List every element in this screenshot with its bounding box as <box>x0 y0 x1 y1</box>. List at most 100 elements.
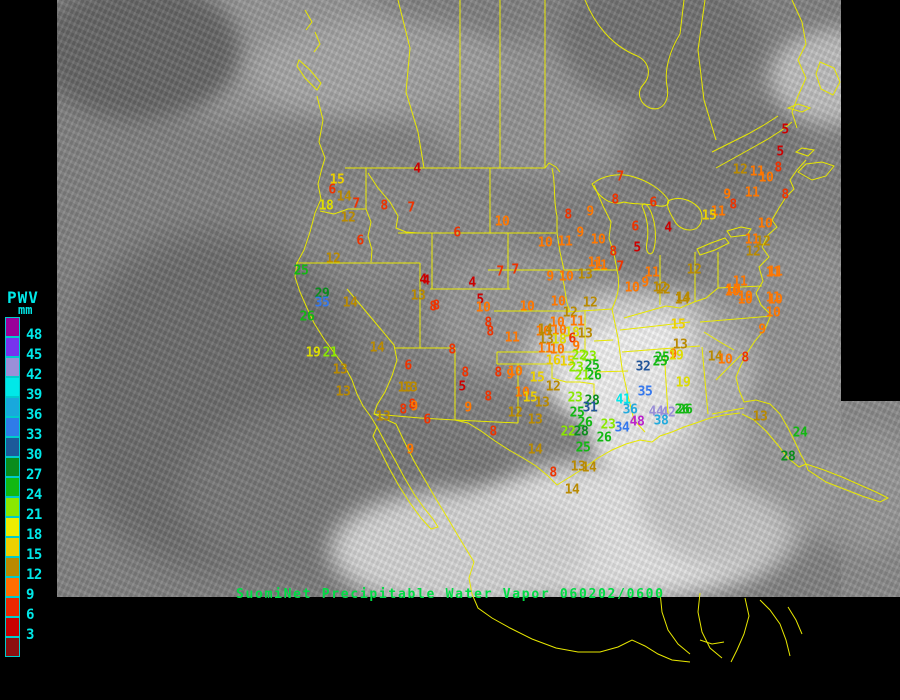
station-pwv-value: 10 <box>519 299 535 315</box>
station-pwv-value: 12 <box>732 162 748 178</box>
station-pwv-value: 11 <box>749 164 765 180</box>
nova-scotia-outline <box>794 147 835 181</box>
station-pwv-value: 12 <box>745 244 761 260</box>
station-pwv-value: 9 <box>576 225 584 241</box>
yucatan-central-america-outline <box>659 591 803 663</box>
legend-row: 24 <box>5 477 55 503</box>
state-border-nd-sd-ne <box>488 232 560 271</box>
station-pwv-value: 25 <box>293 263 309 279</box>
station-pwv-value: 11 <box>710 204 726 220</box>
station-pwv-value: 8 <box>781 187 789 203</box>
station-pwv-value: 4 <box>422 273 430 289</box>
station-pwv-value: 5 <box>633 240 641 256</box>
legend-swatch <box>5 357 20 377</box>
station-pwv-value: 12 <box>507 405 523 421</box>
station-pwv-value: 14 <box>674 292 690 308</box>
station-pwv-value: 14 <box>342 295 358 311</box>
station-pwv-value: 14 <box>581 460 597 476</box>
station-pwv-value: 12 <box>652 280 668 296</box>
legend-value: 48 <box>26 327 42 343</box>
state-border-mt-wy <box>398 232 510 290</box>
station-pwv-value: 14 <box>369 340 385 356</box>
station-pwv-value: 4 <box>664 220 672 236</box>
station-pwv-value: 12 <box>545 379 561 395</box>
station-pwv-value: 13 <box>335 384 351 400</box>
station-pwv-value: 10 <box>549 342 565 358</box>
legend-swatch <box>5 517 20 537</box>
station-pwv-value: 10 <box>737 292 753 308</box>
station-pwv-value: 25 <box>652 354 668 370</box>
station-pwv-value: 13 <box>534 395 550 411</box>
legend-row: 3 <box>5 617 55 643</box>
station-pwv-value: 9 <box>464 400 472 416</box>
station-pwv-value: 5 <box>476 292 484 308</box>
station-pwv-value: 6 <box>453 225 461 241</box>
hudson-james-bay-outline <box>584 0 685 110</box>
station-pwv-value: 28 <box>780 449 796 465</box>
state-border-idaho-west <box>365 168 373 263</box>
legend-row: 33 <box>5 417 55 443</box>
state-border-ks-ok <box>497 310 586 353</box>
station-pwv-value: 11 <box>767 264 783 280</box>
state-borders-northeast <box>623 252 773 351</box>
cuba-outline <box>805 463 890 503</box>
station-pwv-value: 6 <box>568 331 576 347</box>
legend-row: 48 <box>5 317 55 343</box>
station-pwv-value: 7 <box>616 169 624 185</box>
station-pwv-value: 11 <box>587 255 603 271</box>
station-pwv-value: 26 <box>677 402 693 418</box>
station-pwv-value: 9 <box>506 367 514 383</box>
station-pwv-value: 6 <box>328 182 336 198</box>
station-pwv-value: 8 <box>549 465 557 481</box>
station-pwv-value: 25 <box>584 358 600 374</box>
newfoundland-outline <box>815 61 841 96</box>
station-pwv-value: 10 <box>551 323 567 339</box>
station-pwv-value: 44 <box>648 404 664 420</box>
station-pwv-value: 25 <box>569 405 585 421</box>
legend-swatch <box>5 557 20 577</box>
station-pwv-value: 35 <box>314 295 330 311</box>
station-pwv-value: 38 <box>653 413 669 429</box>
legend-value: 33 <box>26 427 42 443</box>
legend-row: 18 <box>5 517 55 543</box>
station-pwv-value: 13 <box>402 380 418 396</box>
legend-value: 42 <box>26 367 42 383</box>
legend-swatch <box>5 577 20 597</box>
caption: SuomiNet Precipitable Water Vapor 060202… <box>236 587 665 602</box>
station-pwv-value: 5 <box>781 122 789 138</box>
station-pwv-value: 9 <box>758 322 766 338</box>
station-pwv-value: 12 <box>755 234 771 250</box>
station-pwv-value: 5 <box>458 379 466 395</box>
station-pwv-value: 25 <box>575 440 591 456</box>
station-pwv-value: 9 <box>723 187 731 203</box>
pacific-coastline <box>294 95 378 428</box>
station-pwv-value: 10 <box>494 214 510 230</box>
station-pwv-value: 10 <box>507 364 523 380</box>
station-pwv-value: 7 <box>496 264 504 280</box>
station-pwv-value: 42 <box>660 405 676 421</box>
station-pwv-value: 11 <box>537 341 553 357</box>
legend-row: 30 <box>5 437 55 463</box>
station-pwv-value: 10 <box>558 269 574 285</box>
station-pwv-value: 41 <box>615 392 631 408</box>
station-pwv-value: 22 <box>571 348 587 364</box>
station-pwv-value: 13 <box>375 409 391 425</box>
legend-row: 27 <box>5 457 55 483</box>
lake-michigan-outline <box>641 203 656 255</box>
legend-swatch <box>5 497 20 517</box>
legend-swatch <box>5 477 20 497</box>
station-pwv-value: 12 <box>562 305 578 321</box>
station-pwv-value: 11 <box>569 314 585 330</box>
station-pwv-value: 9 <box>669 347 677 363</box>
station-pwv-value: 15 <box>559 354 575 370</box>
station-pwv-value: 10 <box>550 294 566 310</box>
legend-title: PWV <box>7 288 39 307</box>
legend-value: 3 <box>26 627 34 643</box>
gulf-coastline <box>556 412 741 486</box>
legend-swatch <box>5 377 20 397</box>
station-pwv-value: 9 <box>641 275 649 291</box>
station-pwv-value: 8 <box>494 365 502 381</box>
station-pwv-value: 19 <box>305 345 321 361</box>
legend-value: 45 <box>26 347 42 363</box>
